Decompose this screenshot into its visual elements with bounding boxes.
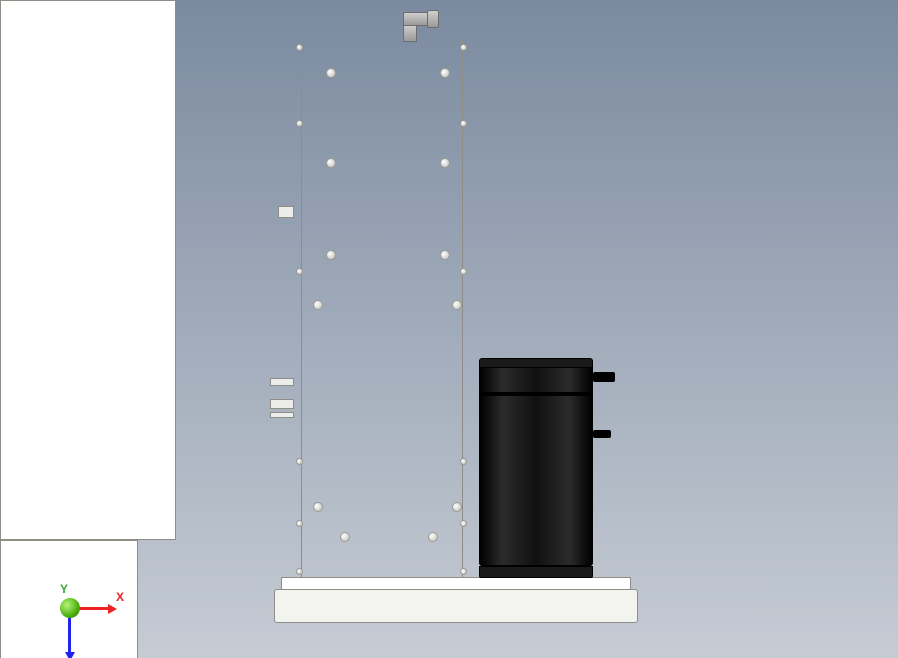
bolt <box>460 268 467 275</box>
triad-origin <box>60 598 80 618</box>
motor-port-upper <box>593 372 615 382</box>
coordinate-triad[interactable]: X Y Z <box>60 558 120 618</box>
bolt <box>340 532 350 542</box>
bolt <box>296 520 303 527</box>
bolt <box>296 120 303 127</box>
base-pedestal <box>274 589 638 623</box>
bolt <box>452 502 462 512</box>
bolt <box>296 44 303 51</box>
bolt <box>452 300 462 310</box>
x-axis <box>76 607 110 610</box>
bolt <box>326 250 336 260</box>
left-nub-4 <box>270 412 294 418</box>
bolt <box>313 502 323 512</box>
bolt <box>296 458 303 465</box>
motor-top-cap <box>479 358 593 368</box>
motor-port-lower <box>593 430 611 438</box>
bolt <box>460 44 467 51</box>
x-axis-label: X <box>116 590 124 604</box>
bolt <box>428 532 438 542</box>
left-nub-1 <box>278 206 294 218</box>
fitting-post <box>403 24 417 42</box>
z-axis-arrow <box>65 652 75 658</box>
left-nub-2 <box>270 378 294 386</box>
motor-foot <box>479 566 593 578</box>
bolt <box>313 300 323 310</box>
column-outer <box>0 0 176 540</box>
bolt <box>440 68 450 78</box>
left-nub-3 <box>270 399 294 409</box>
y-axis-label: Y <box>60 582 68 596</box>
x-axis-arrow <box>108 604 117 614</box>
bolt <box>326 68 336 78</box>
bolt <box>460 568 467 575</box>
motor-band <box>479 392 593 396</box>
bolt <box>460 520 467 527</box>
bolt <box>296 568 303 575</box>
bolt <box>440 158 450 168</box>
bolt <box>440 250 450 260</box>
bolt <box>460 458 467 465</box>
fitting-cap <box>427 10 439 28</box>
bolt <box>326 158 336 168</box>
cad-viewport[interactable]: X Y Z <box>0 0 898 658</box>
bolt <box>296 268 303 275</box>
z-axis <box>68 618 71 652</box>
bolt <box>460 120 467 127</box>
fitting-elbow <box>403 12 429 26</box>
